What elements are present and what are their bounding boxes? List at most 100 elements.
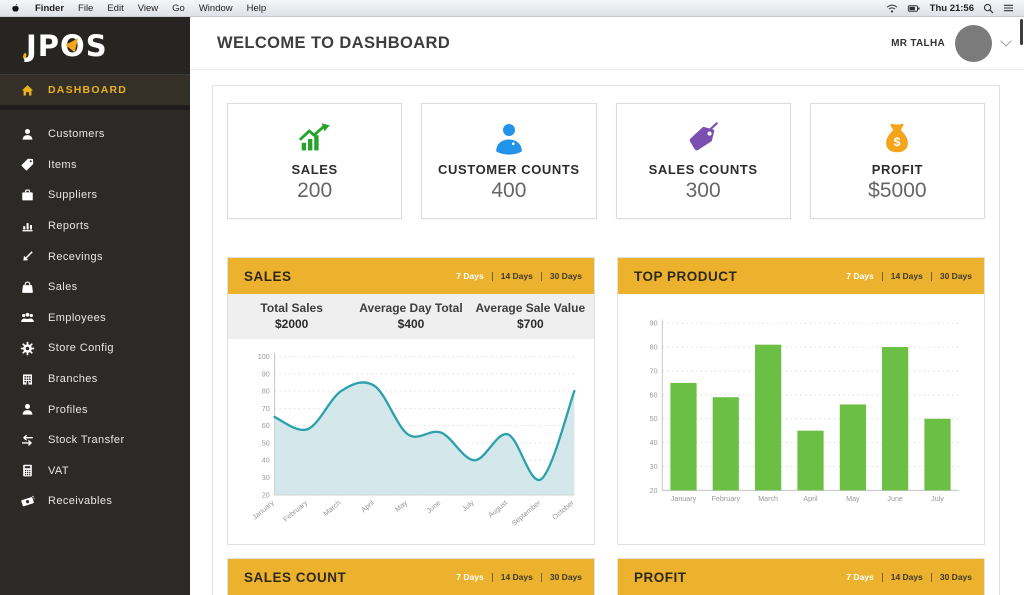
- filter-tab-30-days[interactable]: 30 Days: [939, 572, 972, 582]
- sales-count-panel-title: SALES COUNT: [244, 569, 347, 585]
- user-icon: [19, 127, 35, 142]
- wifi-icon[interactable]: [886, 3, 898, 14]
- menu-item-help[interactable]: Help: [246, 2, 267, 14]
- money-icon: [19, 494, 35, 509]
- filter-tab-14-days[interactable]: 14 Days: [500, 572, 533, 582]
- svg-text:20: 20: [262, 490, 270, 499]
- svg-text:September: September: [510, 498, 543, 528]
- search-icon[interactable]: [983, 3, 994, 14]
- svg-text:30: 30: [262, 473, 270, 482]
- building-icon: [19, 372, 35, 387]
- sidebar-item-store-config[interactable]: Store Config: [0, 333, 190, 364]
- avatar[interactable]: [955, 24, 992, 62]
- summary-value: $2000: [274, 317, 309, 331]
- svg-text:February: February: [281, 498, 309, 524]
- filter-tab-7-days[interactable]: 7 Days: [456, 271, 484, 281]
- main-area: WELCOME TO DASHBOARD MR TALHA SALES 200 C…: [190, 17, 1024, 595]
- sidebar-item-suppliers[interactable]: Suppliers: [0, 180, 190, 211]
- sales-count-panel-tabs: 7 Days 14 Days 30 Days: [456, 572, 582, 582]
- svg-text:90: 90: [262, 369, 270, 378]
- menu-item-view[interactable]: View: [137, 2, 159, 14]
- menu-item-window[interactable]: Window: [198, 2, 233, 14]
- person-icon: [490, 119, 528, 159]
- filter-tab-30-days[interactable]: 30 Days: [549, 572, 582, 582]
- menu-item-go[interactable]: Go: [172, 2, 185, 14]
- sidebar-item-label: Profiles: [48, 403, 88, 416]
- tag-icon: [19, 157, 35, 172]
- filter-tab-14-days[interactable]: 14 Days: [890, 271, 923, 281]
- sales-chart-area: 20 30 40 50 60 70 80 90 100 January February March A…: [228, 339, 594, 544]
- svg-text:May: May: [846, 495, 860, 503]
- battery-icon[interactable]: [907, 3, 921, 14]
- filter-tab-7-days[interactable]: 7 Days: [456, 572, 484, 582]
- summary-label: Average Sale Value: [475, 301, 586, 315]
- sidebar-item-label: Branches: [48, 373, 98, 386]
- filter-tab-7-days[interactable]: 7 Days: [846, 572, 874, 582]
- svg-text:June: June: [887, 495, 902, 503]
- sidebar-item-label: Suppliers: [48, 189, 98, 202]
- svg-text:100: 100: [258, 352, 270, 361]
- tab-separator: [491, 271, 493, 281]
- filter-tab-30-days[interactable]: 30 Days: [549, 271, 582, 281]
- tab-separator: [881, 572, 883, 582]
- stat-card-profit: $ PROFIT $5000: [809, 103, 985, 219]
- menu-item-edit[interactable]: Edit: [107, 2, 124, 14]
- sidebar-item-dashboard[interactable]: DASHBOARD: [0, 75, 190, 105]
- sidebar-item-items[interactable]: Items: [0, 150, 190, 181]
- sales-panel-header: SALES 7 Days 14 Days 30 Days: [228, 258, 594, 294]
- user-menu[interactable]: MR TALHA: [891, 24, 1012, 62]
- svg-text:70: 70: [650, 367, 658, 375]
- stat-label: SALES: [291, 162, 338, 177]
- svg-text:July: July: [460, 498, 476, 513]
- svg-text:March: March: [758, 495, 778, 503]
- page-title: WELCOME TO DASHBOARD: [217, 33, 451, 52]
- sidebar: JPOS DASHBOARD Customers Items Suppliers Re…: [0, 17, 190, 595]
- chevron-down-icon[interactable]: [1000, 34, 1012, 47]
- logo[interactable]: JPOS: [0, 17, 190, 75]
- svg-text:October: October: [550, 498, 576, 522]
- sidebar-item-profiles[interactable]: Profiles: [0, 394, 190, 425]
- sidebar-item-stock-transfer[interactable]: Stock Transfer: [0, 425, 190, 456]
- sidebar-item-reports[interactable]: Reports: [0, 211, 190, 242]
- filter-tab-14-days[interactable]: 14 Days: [500, 271, 533, 281]
- filter-tab-7-days[interactable]: 7 Days: [846, 271, 874, 281]
- sidebar-item-label: Recevings: [48, 250, 103, 263]
- top-product-panel-tabs: 7 Days 14 Days 30 Days: [846, 271, 972, 281]
- sales-count-panel-header: SALES COUNT 7 Days 14 Days 30 Days: [228, 559, 594, 595]
- scrollbar-thumb[interactable]: [1020, 19, 1023, 45]
- tab-separator: [881, 271, 883, 281]
- menu-bar-right: Thu 21:56: [886, 3, 1014, 14]
- sidebar-item-receivables[interactable]: Receivables: [0, 486, 190, 517]
- sidebar-item-label: Employees: [48, 311, 107, 324]
- tab-separator: [540, 572, 542, 582]
- svg-text:March: March: [321, 498, 342, 518]
- sidebar-item-employees[interactable]: Employees: [0, 303, 190, 334]
- summary-total-sales: Total Sales $2000: [232, 301, 351, 331]
- sidebar-item-label: Customers: [48, 128, 105, 141]
- sidebar-item-customers[interactable]: Customers: [0, 119, 190, 150]
- summary-label: Total Sales: [260, 301, 323, 315]
- stat-value: 400: [491, 179, 527, 202]
- sidebar-item-label: Items: [48, 158, 77, 171]
- menu-list-icon[interactable]: [1003, 3, 1014, 13]
- menu-item-finder[interactable]: Finder: [35, 2, 65, 14]
- svg-text:May: May: [393, 498, 409, 514]
- gear-icon: [19, 341, 35, 356]
- sidebar-item-vat[interactable]: VAT: [0, 456, 190, 487]
- summary-value: $700: [516, 317, 544, 331]
- briefcase-icon: [19, 188, 35, 203]
- sidebar-item-label: Reports: [48, 220, 90, 233]
- sidebar-item-recevings[interactable]: Recevings: [0, 241, 190, 272]
- svg-text:80: 80: [262, 387, 270, 396]
- svg-text:40: 40: [650, 439, 658, 447]
- sidebar-item-sales[interactable]: Sales: [0, 272, 190, 303]
- filter-tab-14-days[interactable]: 14 Days: [890, 572, 923, 582]
- menu-item-file[interactable]: File: [78, 2, 94, 14]
- apple-icon[interactable]: [10, 2, 21, 15]
- filter-tab-30-days[interactable]: 30 Days: [939, 271, 972, 281]
- sidebar-item-branches[interactable]: Branches: [0, 364, 190, 395]
- clock[interactable]: Thu 21:56: [929, 2, 974, 14]
- top-product-chart-area: 20 30 40 50 60 70 80 90 January February March Apri…: [618, 294, 984, 519]
- money-bag-icon: $: [878, 119, 916, 159]
- svg-text:50: 50: [650, 415, 658, 423]
